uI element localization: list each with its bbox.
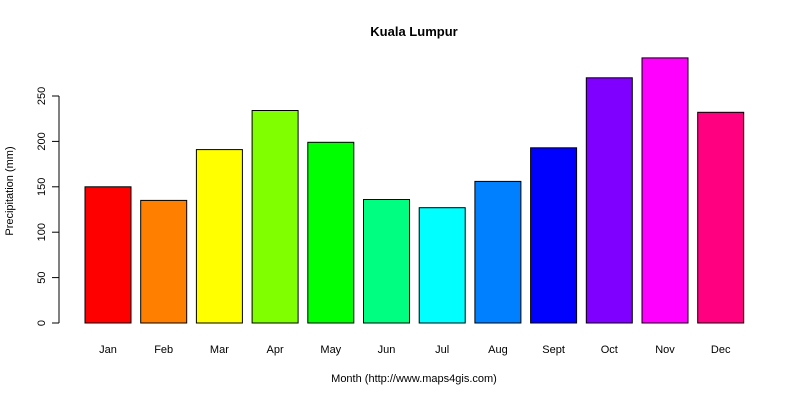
y-tick-label: 250 (36, 87, 48, 105)
x-tick-label: Feb (154, 344, 173, 356)
x-axis-tick-labels: Jan Feb Mar Apr May Jun Jul Aug Sept Oct Nov Dec (99, 344, 731, 356)
bar-oct (585, 77, 633, 324)
y-tick-label: 50 (36, 271, 48, 283)
y-axis-label: Precipitation (mm) (4, 146, 16, 235)
x-tick-label: Oct (601, 344, 618, 356)
bars (84, 57, 745, 324)
x-tick-label: Aug (488, 344, 508, 356)
bar-feb (140, 199, 188, 324)
x-tick-label: May (320, 344, 341, 356)
x-tick-label: Jul (435, 344, 449, 356)
bar-apr (251, 110, 299, 324)
x-tick-label: Mar (210, 344, 229, 356)
x-tick-label: Dec (711, 344, 731, 356)
y-tick-label: 100 (36, 223, 48, 241)
bar-sept (530, 147, 578, 324)
bar-jul (418, 207, 466, 324)
bar-mar (195, 149, 243, 324)
bar-aug (474, 180, 522, 324)
y-tick-label: 150 (36, 178, 48, 196)
x-axis-label: Month (http://www.maps4gis.com) (331, 373, 497, 385)
bar-dec (697, 111, 745, 324)
x-tick-label: Nov (655, 344, 675, 356)
bar-may (307, 141, 355, 324)
y-tick-label: 0 (36, 320, 48, 326)
bar-jan (84, 186, 132, 324)
y-tick-label: 200 (36, 132, 48, 150)
x-tick-label: Jan (99, 344, 117, 356)
x-tick-label: Jun (378, 344, 396, 356)
x-tick-label: Sept (542, 344, 565, 356)
bar-nov (641, 57, 689, 324)
y-axis-ticks: 0 50 100 150 200 250 (36, 87, 59, 326)
x-tick-label: Apr (267, 344, 284, 356)
bar-jun (363, 199, 410, 324)
chart-title: Kuala Lumpur (370, 24, 457, 39)
